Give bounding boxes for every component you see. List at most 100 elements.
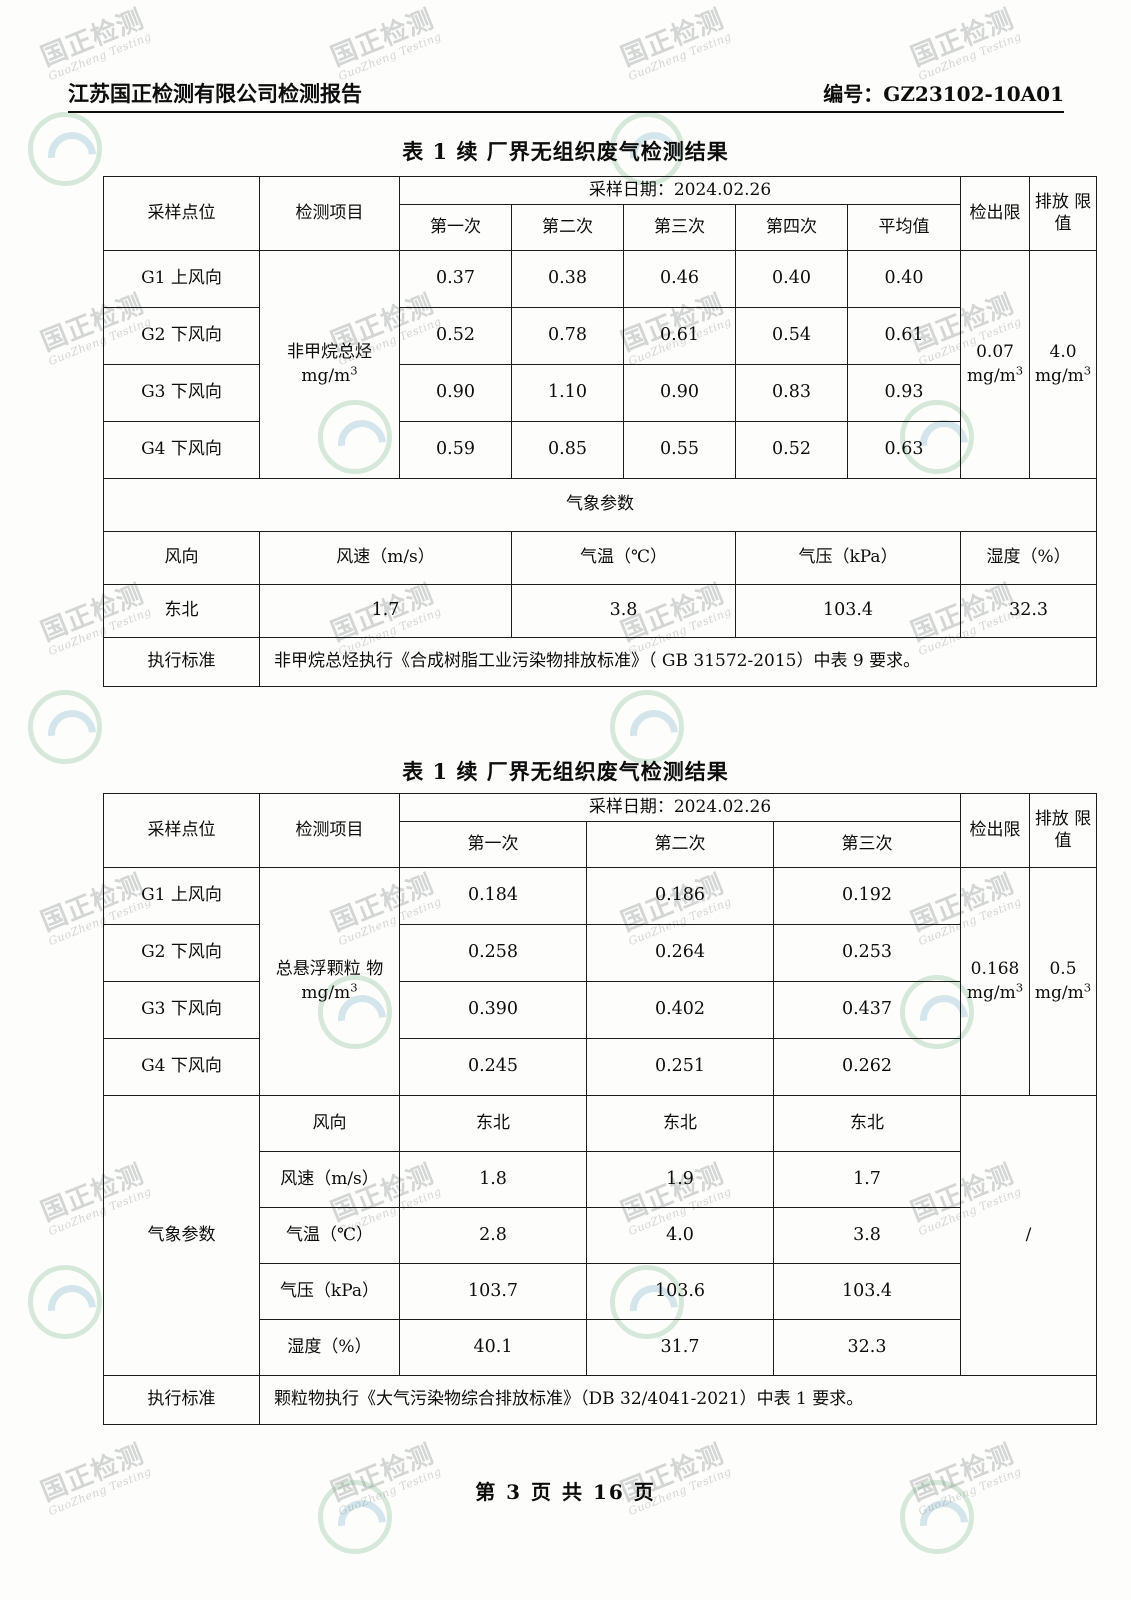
table-row: G3 下风向 0.90 1.10 0.90 0.83 0.93 [103, 363, 1097, 422]
watermark-text: 国正检测 GuoZheng Testing [617, 4, 734, 83]
table-row: G3 下风向 0.390 0.402 0.437 [103, 980, 1097, 1039]
cell-run-3: 0.192 [772, 866, 962, 925]
table-row: G2 下风向 0.258 0.264 0.253 [103, 923, 1097, 982]
standard-text: 颗粒物执行《大气污染物综合排放标准》（DB 32/4041-2021）中表 1 … [258, 1374, 1098, 1425]
test-item-name-line-1: 总悬浮颗粒 [275, 958, 361, 979]
watermark-text-en: GuoZheng Testing [916, 30, 1024, 84]
cell-run-1: 0.245 [399, 1037, 587, 1096]
cell-sampling-point: G2 下风向 [103, 923, 260, 982]
meteo-value-wind-speed: 1.7 [259, 583, 512, 638]
emission-limit-unit: mg/m3 [1034, 980, 1092, 1004]
cell-run-1: 0.184 [399, 866, 587, 925]
table-1-title: 表 1 续 厂界无组织废气检测结果 [402, 139, 729, 164]
meteo-value-run-2: 1.9 [586, 1150, 774, 1208]
meteo-value-temperature: 3.8 [511, 583, 736, 638]
emission-limit-line-1: 排放 [1034, 808, 1069, 829]
standard-label: 执行标准 [103, 636, 260, 687]
cell-run-2: 0.78 [511, 306, 624, 365]
cell-run-4: 0.40 [735, 249, 848, 308]
meteo-section-label: 气象参数 [103, 1094, 260, 1376]
meteo-value-humidity: 32.3 [960, 583, 1098, 638]
cell-run-2: 0.186 [586, 866, 774, 925]
standard-text: 非甲烷总烃执行《合成树脂工业污染物排放标准》（ GB 31572-2015）中表… [258, 636, 1098, 687]
cell-run-1: 0.52 [399, 306, 512, 365]
col-header-run-1: 第一次 [399, 203, 512, 251]
col-header-run-4: 第四次 [735, 203, 848, 251]
col-header-average: 平均值 [846, 203, 962, 251]
table-row: G4 下风向 0.245 0.251 0.262 [103, 1037, 1097, 1096]
meteo-section-label: 气象参数 [102, 477, 1098, 532]
meteo-header-wind-speed: 风速（m/s） [259, 530, 512, 585]
col-header-detection-limit: 检出限 [960, 176, 1031, 251]
watermark-logo [28, 690, 102, 764]
cell-run-2: 0.251 [586, 1037, 774, 1096]
company-report-title: 江苏国正检测有限公司检测报告 [68, 81, 362, 106]
cell-run-2: 1.10 [511, 363, 624, 422]
cell-average: 0.61 [846, 306, 962, 365]
meteo-value-wind-direction: 东北 [103, 583, 260, 638]
table-2-title: 表 1 续 厂界无组织废气检测结果 [402, 759, 729, 784]
cell-average: 0.93 [846, 363, 962, 422]
cell-run-2: 0.264 [586, 923, 774, 982]
meteo-value-run-2: 103.6 [586, 1262, 774, 1320]
col-header-detection-limit: 检出限 [960, 793, 1031, 868]
cell-run-1: 0.90 [399, 363, 512, 422]
emission-limit-line-1: 排放 [1034, 191, 1069, 212]
cell-average: 0.40 [846, 249, 962, 308]
detection-limit-value: 0.07 [976, 341, 1014, 362]
table-header-row: 采样点位 检测项目 采样日期：2024.02.26 检出限 排放 限值 [103, 793, 1098, 868]
col-header-run-1: 第一次 [399, 820, 587, 868]
table-row: G4 下风向 0.59 0.85 0.55 0.52 0.63 [103, 420, 1097, 479]
col-header-point: 采样点位 [103, 176, 260, 251]
meteo-header-row: 风向 风速（m/s） 气温（℃） 气压（kPa） 湿度（%） [103, 530, 1098, 585]
standard-label: 执行标准 [103, 1374, 260, 1425]
cell-run-3: 0.55 [623, 420, 736, 479]
cell-run-3: 0.253 [772, 923, 962, 982]
cell-sampling-point: G4 下风向 [103, 1037, 260, 1096]
col-header-emission-limit: 排放 限值 [1029, 176, 1098, 251]
cell-sampling-point: G4 下风向 [103, 420, 260, 479]
emission-limit-line-2: 限值 [1054, 808, 1092, 852]
cell-sampling-point: G3 下风向 [103, 980, 260, 1039]
meteo-header-pressure: 气压（kPa） [734, 530, 962, 585]
cell-test-item: 总悬浮颗粒 物 mg/m3 [259, 866, 400, 1096]
table-row: G1 上风向 非甲烷总烃 mg/m3 0.37 0.38 0.46 0.40 0… [103, 249, 1098, 479]
table-nmhc-results: 采样点位 检测项目 采样日期：2024.02.26 检出限 排放 限值 第一次 … [102, 176, 1098, 687]
test-item-unit: mg/m3 [301, 980, 358, 1004]
page-indicator: 第 3 页 共 16 页 [475, 1480, 656, 1504]
meteo-label-pressure: 气压（kPa） [259, 1262, 400, 1320]
col-header-run-2: 第二次 [511, 203, 624, 251]
meteo-label-wind-direction: 风向 [259, 1094, 400, 1152]
col-header-item: 检测项目 [259, 793, 400, 868]
watermark-logo [28, 1265, 102, 1339]
col-header-run-2: 第二次 [586, 820, 774, 868]
cell-sampling-point: G2 下风向 [103, 306, 260, 365]
cell-run-1: 0.59 [399, 420, 512, 479]
cell-sampling-point: G1 上风向 [103, 866, 260, 925]
col-header-run-3: 第三次 [623, 203, 736, 251]
standard-row: 执行标准 非甲烷总烃执行《合成树脂工业污染物排放标准》（ GB 31572-20… [103, 636, 1098, 687]
cell-sampling-point: G1 上风向 [103, 249, 260, 308]
watermark-text: 国正检测 GuoZheng Testing [37, 4, 154, 83]
meteo-value-run-2: 4.0 [586, 1206, 774, 1264]
table-row: G2 下风向 0.52 0.78 0.61 0.54 0.61 [103, 306, 1097, 365]
cell-run-3: 0.61 [623, 306, 736, 365]
meteo-label-temperature: 气温（℃） [259, 1206, 400, 1264]
meteo-header-temperature: 气温（℃） [511, 530, 736, 585]
col-header-item: 检测项目 [259, 176, 400, 251]
meteo-section-row: 气象参数 [102, 477, 1098, 532]
cell-detection-limit: 0.168 mg/m3 [960, 866, 1031, 1096]
watermark-text: 国正检测 GuoZheng Testing [327, 4, 444, 83]
meteo-value-run-2: 31.7 [586, 1318, 774, 1376]
table-subheader-row: 第一次 第二次 第三次 [104, 820, 1097, 868]
meteo-row: 气温（℃） 2.8 4.0 3.8 [104, 1206, 1097, 1264]
col-header-sampling-date: 采样日期：2024.02.26 [398, 176, 962, 205]
test-item-name-line-2: 物 [366, 958, 384, 979]
meteo-label-humidity: 湿度（%） [259, 1318, 400, 1376]
cell-run-1: 0.37 [399, 249, 512, 308]
cell-test-item: 非甲烷总烃 mg/m3 [259, 249, 400, 479]
cell-run-3: 0.437 [772, 980, 962, 1039]
emission-limit-value: 0.5 [1049, 958, 1077, 979]
emission-limit-value: 4.0 [1049, 341, 1077, 362]
meteo-value-run-2: 东北 [586, 1094, 774, 1152]
